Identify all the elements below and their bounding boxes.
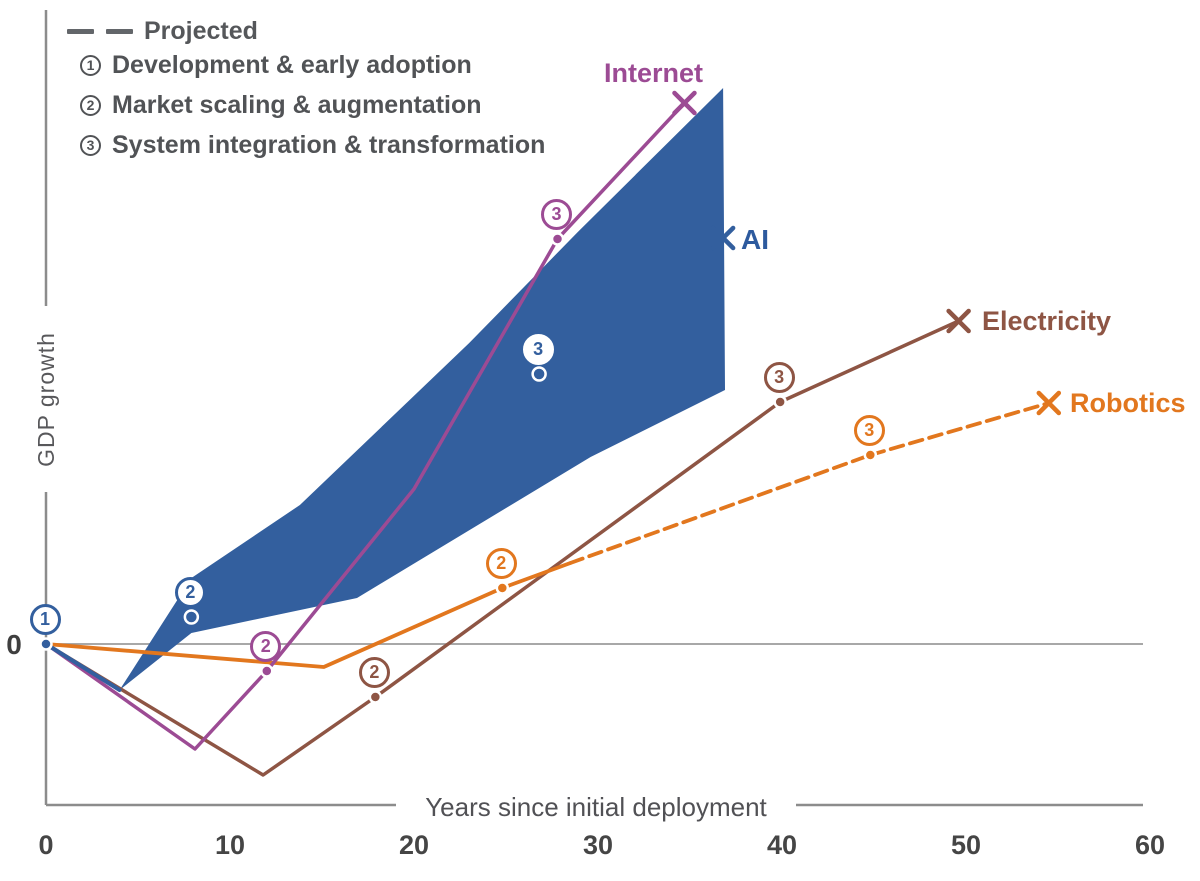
phase-point-open-ai-3 xyxy=(531,366,547,382)
x-tick-label-60: 60 xyxy=(1134,830,1166,860)
ai-line-solid xyxy=(44,642,122,692)
phase-label-ai-3: 3 xyxy=(522,333,554,365)
x-axis-title: Years since initial deployment xyxy=(425,792,767,822)
legend-phase-3-label: System integration & transformation xyxy=(112,130,546,159)
phase-label-ai-1: 1 xyxy=(29,603,61,635)
x-tick-label-40: 40 xyxy=(766,830,798,860)
phase-point-robotics-2 xyxy=(495,581,510,595)
phase-label-robotics-3: 3 xyxy=(853,414,885,446)
series-label-electricity: Electricity xyxy=(982,306,1112,336)
legend-phase-1: 1 Development & early adoption xyxy=(78,45,545,85)
phase-point-robotics-3 xyxy=(863,448,878,462)
internet-end-x-marker xyxy=(672,90,697,116)
projected-dash-icon xyxy=(106,28,133,34)
y-zero-tick-label: 0 xyxy=(6,629,22,660)
x-tick-label-30: 30 xyxy=(582,830,614,860)
phase-label-internet-3: 3 xyxy=(541,198,573,230)
phase-label-electricity-3: 3 xyxy=(763,361,795,393)
series-label-ai: AI xyxy=(741,224,769,255)
phase-label-robotics-2: 2 xyxy=(485,547,517,579)
legend-phase-2-label: Market scaling & augmentation xyxy=(112,90,482,119)
legend-phase-3: 3 System integration & transformation xyxy=(78,125,545,165)
legend-projected-row: Projected xyxy=(67,17,545,45)
legend-projected-label: Projected xyxy=(144,16,258,45)
y-axis-title-box: GDP growth xyxy=(31,306,61,492)
phase-point-electricity-3 xyxy=(773,395,787,409)
projected-dash-icon xyxy=(67,28,94,34)
robotics-line-solid xyxy=(44,561,573,669)
phase-point-internet-2 xyxy=(260,664,274,678)
series-label-internet: Internet xyxy=(604,58,704,88)
electricity-end-x-marker xyxy=(946,308,971,334)
phase-point-open-ai-2 xyxy=(183,609,200,625)
y-axis-title: GDP growth xyxy=(32,331,59,467)
phase-label-electricity-2: 2 xyxy=(358,656,390,688)
x-tick-label-20: 20 xyxy=(398,830,430,860)
legend: Projected 1 Development & early adoption… xyxy=(67,17,545,165)
phase-label-ai-2: 2 xyxy=(174,576,206,608)
circled-3-icon: 3 xyxy=(80,134,101,156)
internet-line xyxy=(44,101,687,751)
ai-end-x-marker xyxy=(710,225,736,251)
circled-1-icon: 1 xyxy=(80,54,101,76)
x-axis-title-box: Years since initial deployment xyxy=(396,791,796,824)
x-tick-label-50: 50 xyxy=(950,830,982,860)
legend-phase-1-label: Development & early adoption xyxy=(112,50,472,79)
phase-point-electricity-2 xyxy=(368,690,383,704)
x-tick-label-0: 0 xyxy=(38,830,54,860)
x-tick-label-10: 10 xyxy=(214,830,246,860)
phase-point-ai-1 xyxy=(39,637,53,651)
legend-phase-2: 2 Market scaling & augmentation xyxy=(78,85,545,125)
series-label-robotics: Robotics xyxy=(1070,388,1186,418)
robotics-end-x-marker xyxy=(1036,390,1062,416)
phase-label-internet-2: 2 xyxy=(250,630,282,662)
phase-point-internet-3 xyxy=(550,232,565,246)
circled-2-icon: 2 xyxy=(80,94,101,116)
ai-uncertainty-band xyxy=(119,88,726,690)
